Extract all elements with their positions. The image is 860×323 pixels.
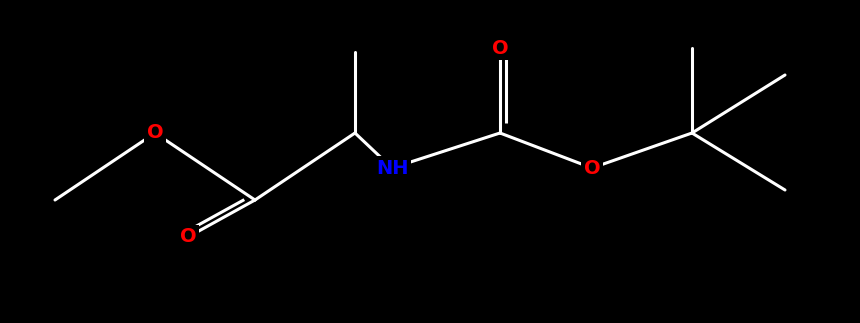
Text: NH: NH xyxy=(376,159,408,178)
Text: O: O xyxy=(584,159,600,178)
Text: O: O xyxy=(492,38,508,57)
Text: O: O xyxy=(147,123,163,142)
Text: O: O xyxy=(180,227,196,246)
